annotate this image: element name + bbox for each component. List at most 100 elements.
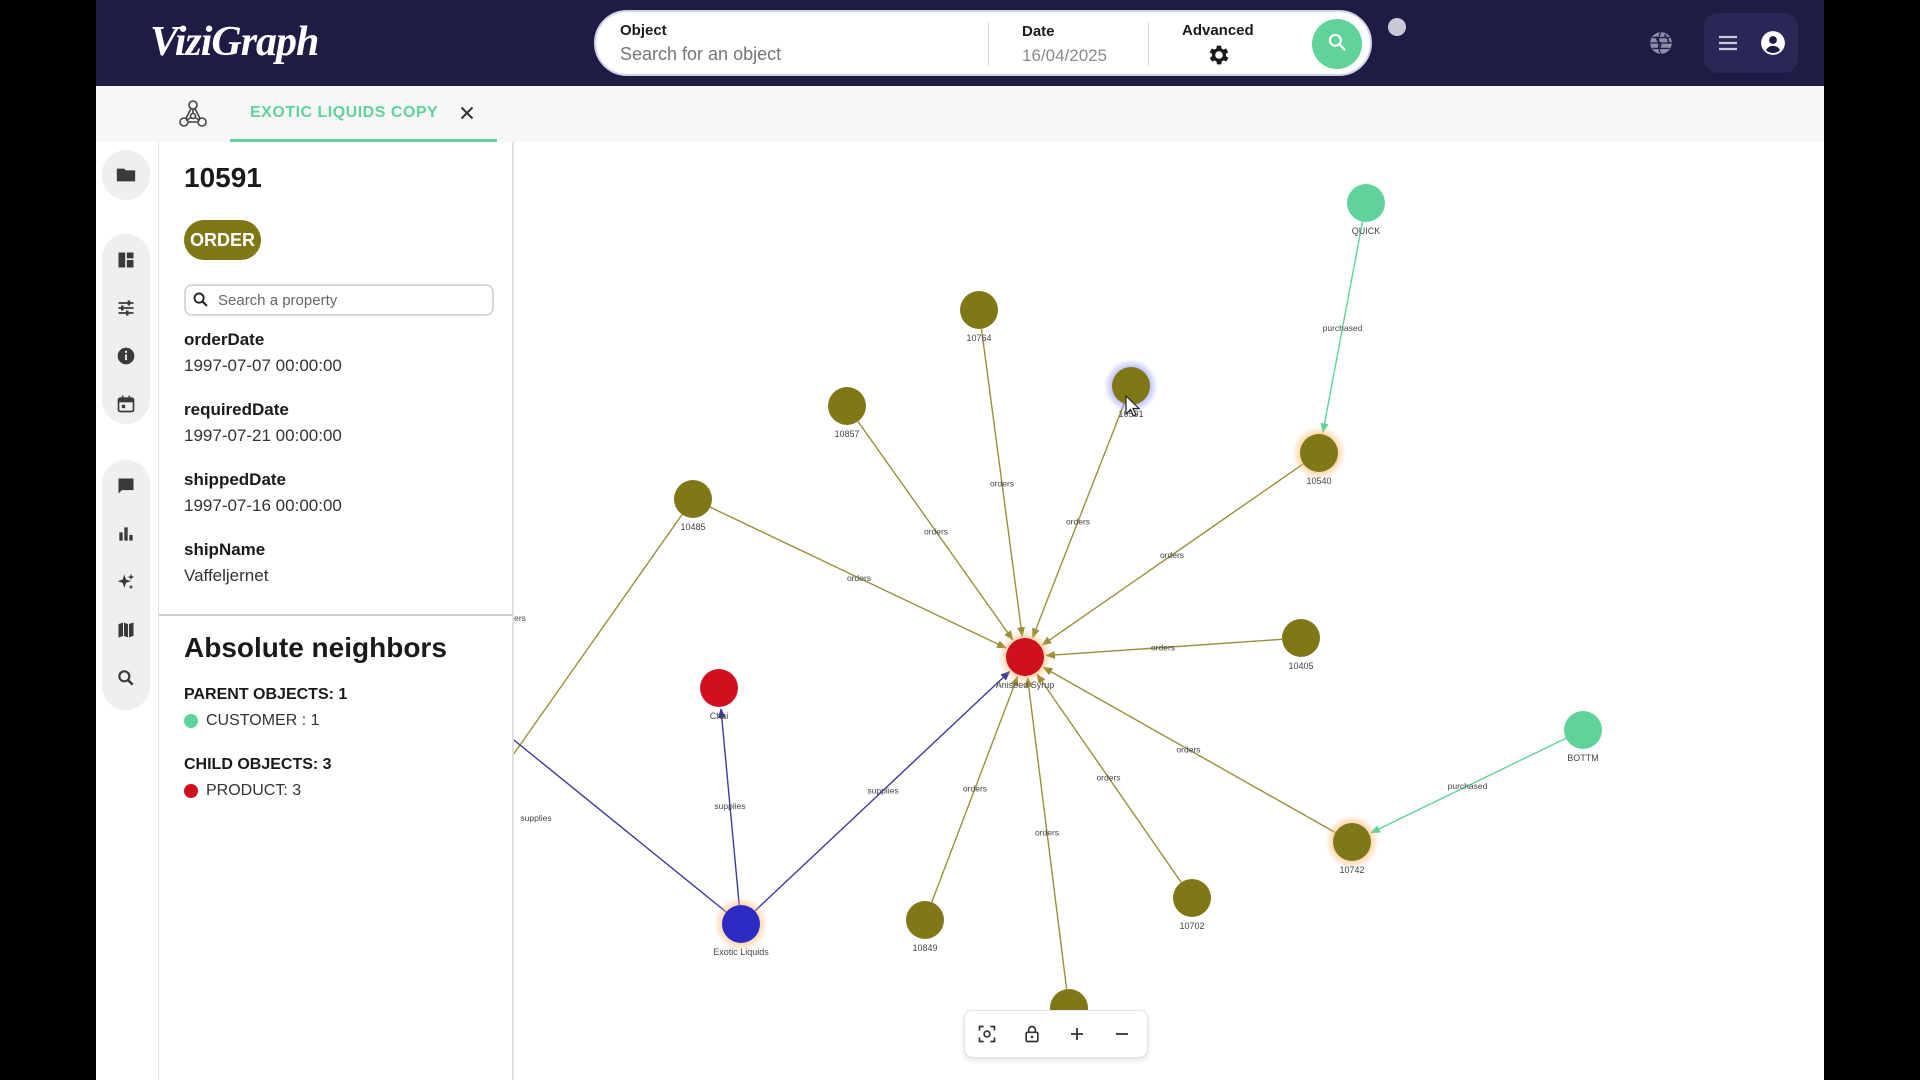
graph-node-supplier[interactable] [722,905,760,943]
edge-label: orders [924,527,948,537]
filter-sliders-icon[interactable] [114,296,138,320]
rail-group-views [102,234,150,424]
app-logo[interactable]: ViziGraph [150,19,319,65]
graph-node-order[interactable] [1282,619,1320,657]
search-icon [192,291,210,309]
node-label: 10857 [834,429,859,439]
graph-edge-orders[interactable] [709,506,1007,649]
graph-zoom-toolbar [964,1010,1148,1058]
edge-label: orders [1035,828,1059,838]
graph-edge-supplies[interactable] [754,670,1011,912]
property-value: 1997-07-07 00:00:00 [184,356,342,375]
rail-group-files [102,150,150,200]
object-details-panel: 10591 ORDER orderDate 1997-07-07 00:00:0… [158,142,514,1080]
graph-edge-orders[interactable] [857,421,1014,641]
panel-divider[interactable] [159,614,513,616]
user-menu-group [1704,13,1798,73]
graph-edge-orders[interactable] [514,498,694,782]
left-icon-rail [96,142,156,1080]
graph-edge-purchased[interactable] [1320,221,1364,434]
property-search-input[interactable] [216,291,490,310]
graph-edge-supplies[interactable] [514,732,742,925]
hamburger-menu-icon[interactable] [1716,31,1740,55]
property-value: 1997-07-21 00:00:00 [184,426,342,445]
status-indicator [1388,18,1406,36]
object-search-input[interactable] [620,44,970,65]
node-label: 10540 [1306,476,1331,486]
graph-edge-orders[interactable] [980,328,1026,638]
chat-icon[interactable] [114,474,138,498]
calendar-icon[interactable] [114,392,138,416]
graph-edge-orders[interactable] [1041,463,1304,646]
account-icon[interactable] [1760,30,1786,56]
graph-node-order[interactable] [906,901,944,939]
graph-node-customer[interactable] [1564,711,1602,749]
search-divider [1148,22,1149,66]
folder-icon[interactable] [114,163,138,187]
edge-label: orders [963,784,987,794]
advanced-label: Advanced [1182,22,1254,39]
customer-color-dot [184,714,198,728]
graph-node-product[interactable] [1006,638,1044,676]
graph-node-order[interactable] [1333,823,1371,861]
child-object-row[interactable]: PRODUCT: 3 [184,782,301,800]
graph-edge-orders[interactable] [931,675,1019,903]
node-label: 10742 [1339,865,1364,875]
neighbors-title: Absolute neighbors [184,632,447,663]
gear-icon[interactable] [1206,42,1232,68]
graph-edge-supplies[interactable] [717,707,740,906]
parent-object-row[interactable]: CUSTOMER : 1 [184,712,320,730]
edge-label: orders [847,573,871,583]
graph-edge-orders[interactable] [1042,666,1336,834]
graph-edge-orders[interactable] [1024,676,1068,990]
search-icon [1327,32,1347,57]
object-search-label: Object [620,22,667,39]
tab-label: EXOTIC LIQUIDS COPY [250,104,439,121]
edge-label: orders [1160,550,1184,560]
globe-icon[interactable] [1648,30,1674,56]
graph-node-order[interactable] [828,387,866,425]
close-icon[interactable] [456,102,478,124]
search-icon[interactable] [114,666,138,690]
property-name: shipName [184,540,266,559]
sparkle-ai-icon[interactable] [114,570,138,594]
fit-view-icon[interactable] [975,1022,999,1046]
tab-exotic-liquids-copy[interactable]: EXOTIC LIQUIDS COPY [230,86,497,142]
property-name: requiredDate [184,400,289,419]
child-object-label: PRODUCT: 3 [206,782,302,799]
graph-node-order[interactable] [960,291,998,329]
edge-label: purchased [1323,323,1363,333]
edge-label: orders [1151,643,1175,653]
property-value: Vaffeljernet [184,566,269,585]
search-submit-button[interactable] [1312,19,1362,69]
zoom-out-icon[interactable] [1110,1022,1134,1046]
map-icon[interactable] [114,618,138,642]
graph-node-order[interactable] [1173,879,1211,917]
graph-edge-orders[interactable] [1044,638,1283,659]
dashboard-icon[interactable] [114,248,138,272]
graph-edge-purchased[interactable] [1369,737,1567,834]
node-label: 10702 [1179,921,1204,931]
product-color-dot [184,784,198,798]
graph-network-icon[interactable] [176,98,210,132]
graph-node-order[interactable] [1300,434,1338,472]
tab-bar: EXOTIC LIQUIDS COPY [96,86,1824,142]
info-icon[interactable] [114,344,138,368]
date-field[interactable]: 16/04/2025 [1022,46,1108,65]
edge-label: purchased [1448,781,1488,791]
graph-edge-orders[interactable] [1031,403,1125,639]
graph-node-product[interactable] [700,669,738,707]
edge-label: orders [990,479,1014,489]
zoom-in-icon[interactable] [1065,1022,1089,1046]
graph-edge-orders[interactable] [1036,673,1182,883]
property-name: orderDate [184,330,265,349]
graph-svg[interactable]: orders orders orders orders orders orders orde… [514,142,1824,1080]
graph-node-customer[interactable] [1347,184,1385,222]
node-label: 10764 [966,333,991,343]
graph-canvas[interactable]: orders orders orders orders orders orders orde… [514,142,1824,1080]
graph-node-order[interactable] [1112,367,1150,405]
bar-chart-icon[interactable] [114,522,138,546]
graph-node-order[interactable] [674,480,712,518]
parent-objects-header: PARENT OBJECTS: 1 [184,686,348,703]
lock-icon[interactable] [1020,1022,1044,1046]
